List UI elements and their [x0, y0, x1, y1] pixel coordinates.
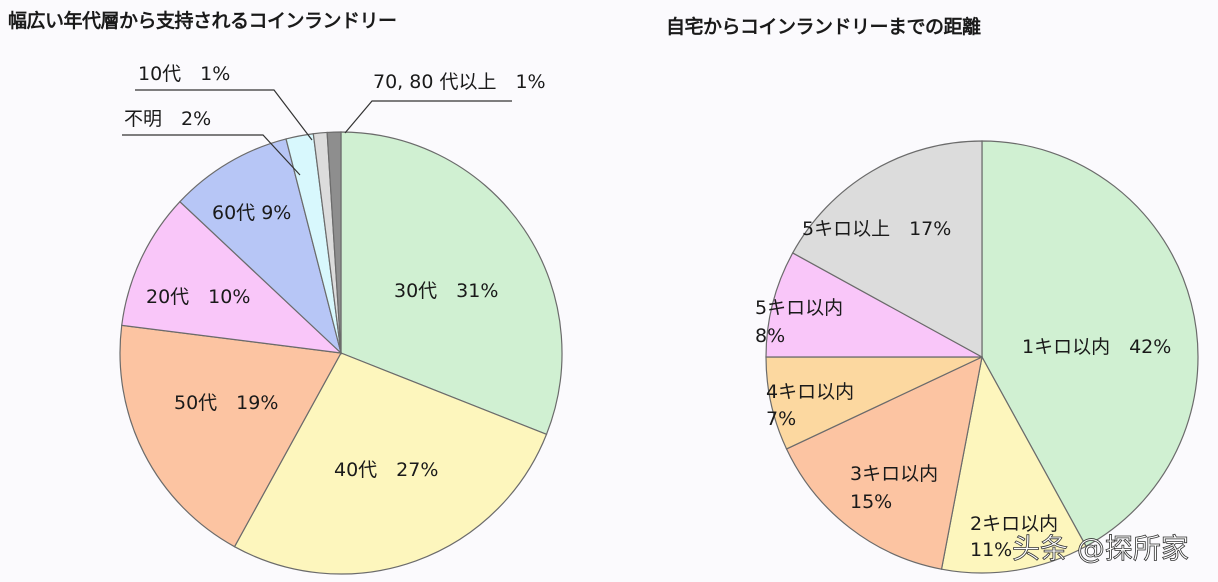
label-20s: 20代 10% [146, 286, 250, 308]
pie-slice [981, 140, 1199, 548]
label-3km-name: 3キロ以内 [850, 463, 938, 485]
pie-slice [785, 355, 983, 570]
label-5km-plus: 5キロ以上 17% [802, 218, 951, 240]
pie-slice [121, 200, 343, 354]
pie-slice [340, 131, 563, 436]
label-2km-pct: 11% [970, 539, 1012, 561]
right-chart-title: 自宅からコインランドリーまでの距離 [666, 16, 981, 38]
label-10s: 10代 1% [138, 63, 230, 85]
leader-lines [122, 89, 512, 176]
age-pie-chart [119, 131, 563, 575]
label-50s: 50代 19% [174, 392, 278, 414]
pie-slice [791, 140, 983, 359]
left-chart-title: 幅広い年代層から支持されるコインランドリー [8, 10, 397, 32]
pie-slice [119, 324, 342, 548]
label-60s: 60代 9% [212, 202, 291, 224]
label-40s: 40代 27% [334, 459, 438, 481]
label-unknown: 不明 2% [124, 108, 211, 130]
label-5km-pct: 8% [755, 325, 785, 347]
label-3km-pct: 15% [850, 491, 892, 513]
label-1km: 1キロ以内 42% [1022, 336, 1171, 358]
pie-slice [233, 352, 548, 575]
pie-slice [765, 252, 983, 358]
pie-slice [940, 355, 1087, 574]
label-4km-pct: 7% [766, 408, 796, 430]
pie-slice [179, 138, 343, 355]
label-4km-name: 4キロ以内 [766, 381, 854, 403]
label-5km-name: 5キロ以内 [755, 297, 843, 319]
distance-pie-chart [765, 140, 1199, 574]
label-70-80s: 70, 80 代以上 1% [373, 71, 546, 93]
watermark: 头条 @探所家 [1012, 532, 1189, 565]
label-2km-name: 2キロ以内 [970, 513, 1058, 535]
label-30s: 30代 31% [394, 280, 498, 302]
pie-slice [326, 131, 342, 354]
